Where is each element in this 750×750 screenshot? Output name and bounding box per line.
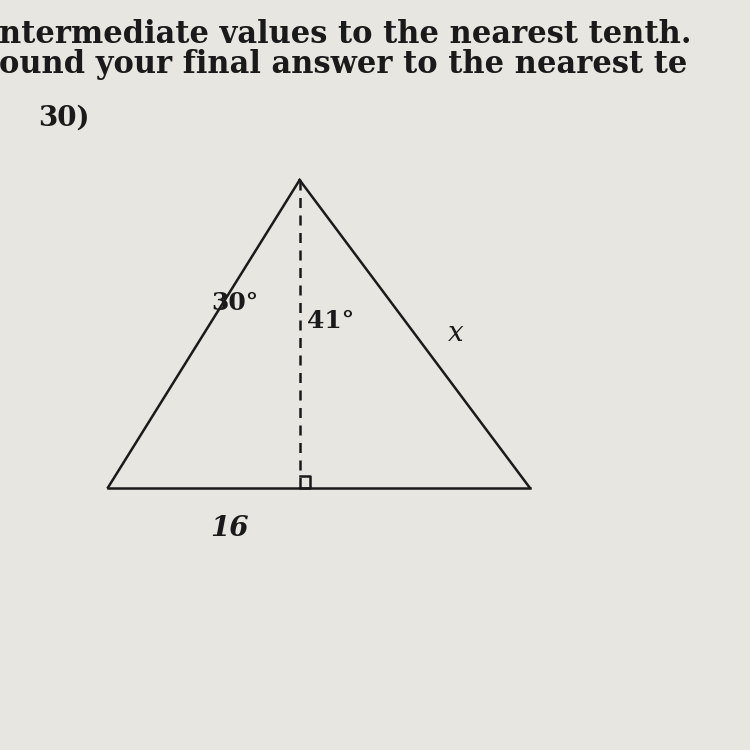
- Text: 30): 30): [38, 105, 89, 132]
- Text: ntermediate values to the nearest tenth.: ntermediate values to the nearest tenth.: [0, 19, 692, 50]
- Text: 16: 16: [210, 515, 249, 542]
- Text: 41°: 41°: [308, 309, 355, 333]
- Text: ound your final answer to the nearest te: ound your final answer to the nearest te: [0, 49, 688, 80]
- Text: 30°: 30°: [211, 291, 258, 315]
- Text: x: x: [448, 320, 464, 347]
